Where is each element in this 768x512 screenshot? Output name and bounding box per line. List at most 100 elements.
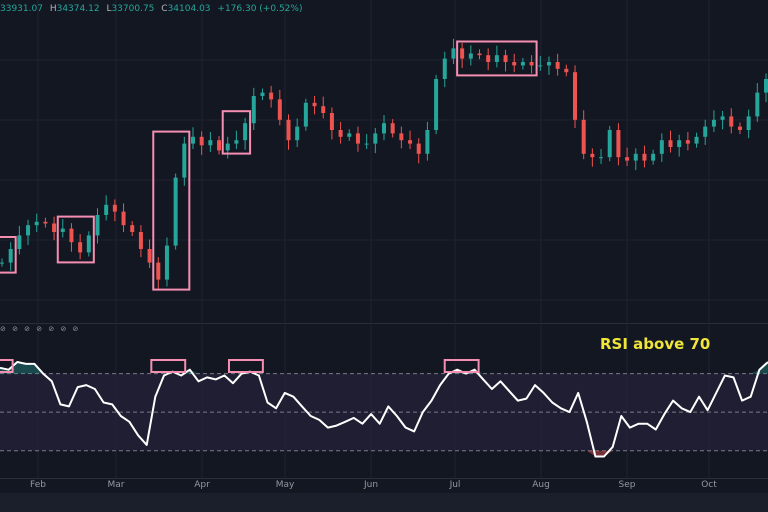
indicator-visibility-icons[interactable]: ⊘ ⊘ ⊘ ⊘ ⊘ ⊘ ⊘ [0,325,81,333]
candle-body [468,53,473,59]
candle-body [199,136,204,146]
candle-body [121,211,126,226]
candle-body [355,133,360,144]
candle-body [538,65,543,67]
candle-body [390,123,395,134]
ohlc-close: 34104.03 [167,4,211,14]
candle-body [86,235,91,253]
candle-body [147,249,152,263]
candle-body [460,48,465,59]
candle-body [34,221,39,226]
candle-body [182,143,187,178]
candle-body [329,113,334,130]
candle-body [243,123,248,141]
ohlc-close-label: C [161,4,168,14]
rsi-highlight-box [227,359,264,373]
candle-body [764,79,768,93]
rsi-annotation: RSI above 70 [600,335,711,353]
time-axis-label: Apr [194,480,210,490]
candle-body [26,225,31,236]
candle-body [703,126,708,137]
time-axis-label: Mar [108,480,125,490]
rsi-highlight-box [443,359,480,373]
pane-separator [0,323,768,324]
candle-body [625,157,630,161]
rsi-oversold-fill [0,450,768,457]
candle-body [685,140,690,144]
candle-body [217,140,222,151]
ohlc-low-label: L [106,4,112,14]
candle-body [138,232,143,249]
candle-body [520,62,525,66]
candle-body [312,102,317,107]
candle-body [382,123,386,134]
candle-body [0,262,4,264]
candle-body [668,140,673,147]
candle-body [43,221,48,224]
time-axis-label: Aug [532,480,550,490]
candle-body [78,242,83,253]
candle-body [156,262,161,280]
candle-body [104,204,109,215]
candle-body [208,140,213,146]
candle-body [599,157,604,159]
candle-body [477,53,482,56]
candle-body [338,130,343,137]
candle-body [8,249,13,263]
candle-body [321,106,326,113]
candle-body [564,68,569,73]
overbought-highlight-box [456,40,538,77]
candle-body [503,55,508,62]
candle-body [616,130,621,158]
candle-body [546,62,551,66]
time-axis-label: May [276,480,295,490]
ohlc-open: 33931.07 [0,4,43,14]
ohlc-high: 34374.12 [56,4,100,14]
candle-body [295,126,300,141]
candle-body [486,55,491,62]
candle-body [260,92,265,96]
candle-body [581,119,586,154]
candle-body [694,136,699,144]
candle-body [60,228,65,232]
candle-body [711,119,716,127]
overbought-highlight-box [56,215,95,264]
candle-body [434,79,439,130]
candle-body [277,99,282,120]
candle-body [512,62,517,66]
candle-body [130,225,135,232]
overbought-highlight-box [0,236,17,274]
candle-body [95,215,100,236]
rsi-line [0,361,768,458]
candle-body [234,140,239,144]
candle-body [191,136,195,144]
candle-body [225,143,230,151]
candle-body [573,72,577,120]
candle-body [590,153,595,158]
candle-body [555,62,560,69]
candle-body [494,55,499,62]
candle-body [303,102,308,127]
candle-body [651,153,656,161]
candle-body [251,96,256,124]
candle-body [529,62,534,66]
ohlc-readout: 33931.07 H34374.12 L33700.75 C34104.03 +… [0,4,306,14]
candle-body [52,223,57,232]
time-axis-label: Oct [701,480,717,490]
candle-body [164,245,169,280]
candle-body [17,235,22,249]
candle-body [677,140,682,147]
candle-body [442,58,447,79]
ohlc-high-label: H [49,4,57,14]
ohlc-change: +176.30 (+0.52%) [217,4,303,14]
bottom-strip [0,493,768,512]
candle-body [173,177,178,246]
time-axis-label: Jun [363,480,378,490]
candle-body [642,153,647,161]
rsi-overbought-fill [0,362,768,374]
candle-body [659,140,664,154]
candle-body [269,92,274,100]
candle-body [416,143,421,154]
candle-body [425,130,430,154]
candle-body [633,153,638,161]
